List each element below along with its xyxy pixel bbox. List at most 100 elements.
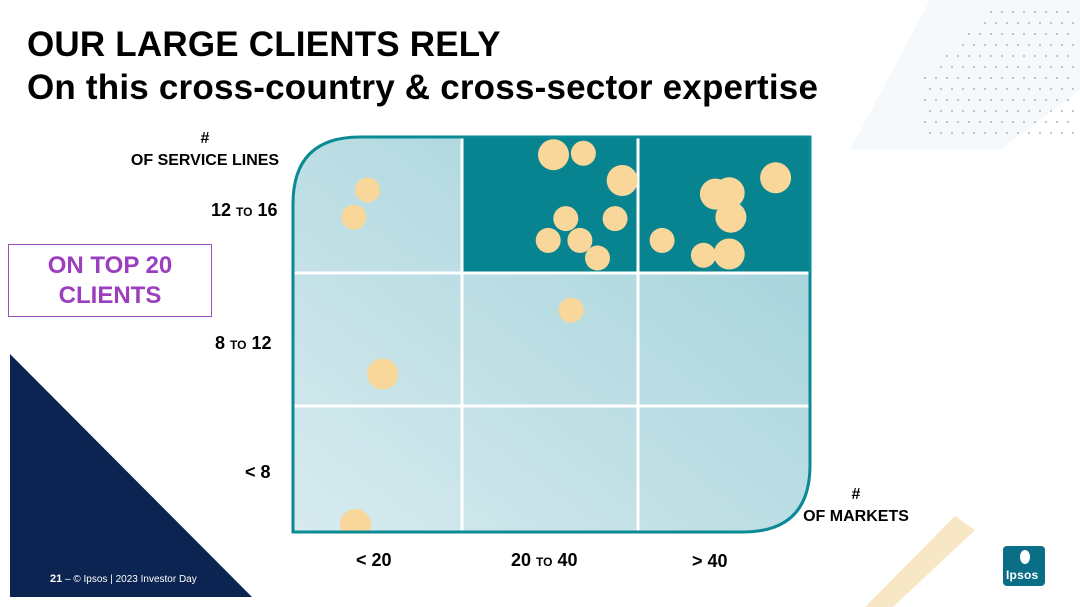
decor-dot	[1050, 88, 1052, 90]
decor-dot	[951, 132, 953, 134]
decor-dot	[946, 55, 948, 57]
decor-dot	[1023, 55, 1025, 57]
decor-dot	[957, 99, 959, 101]
x-axis-title-text: OF MARKETS	[803, 508, 909, 525]
decor-dot	[990, 99, 992, 101]
decor-dot	[1023, 11, 1025, 13]
decor-dot	[1012, 99, 1014, 101]
decor-dot	[957, 121, 959, 123]
decor-dot	[995, 132, 997, 134]
decor-dot	[1017, 110, 1019, 112]
decor-dot	[1045, 99, 1047, 101]
client-bubble-2	[340, 508, 371, 532]
decor-dot	[1061, 22, 1063, 24]
decor-dot	[1028, 110, 1030, 112]
footer: 21 – © Ipsos | 2023 Investor Day	[50, 573, 197, 585]
decor-dot	[935, 99, 937, 101]
decor-dot	[1034, 121, 1036, 123]
decor-dot	[951, 88, 953, 90]
decor-dot	[962, 132, 964, 134]
x-tick-label-mid: 20 TO 40	[511, 550, 578, 570]
decor-dot	[929, 132, 931, 134]
decor-dot	[1045, 33, 1047, 35]
decor-dot	[1072, 110, 1074, 112]
decor-dot	[1039, 22, 1041, 24]
client-bubble-16	[760, 162, 792, 194]
decor-dot	[1017, 88, 1019, 90]
decor-dot	[990, 55, 992, 57]
decor-dot	[1067, 121, 1069, 123]
decor-dot	[1017, 22, 1019, 24]
client-bubble-11	[585, 245, 610, 271]
y-tick-label-mid: 8 TO 12	[215, 333, 272, 353]
decor-dot	[1056, 11, 1058, 13]
decor-dot	[957, 77, 959, 79]
decor-dot	[962, 110, 964, 112]
client-bubble-5	[570, 140, 596, 166]
decor-dot	[1001, 55, 1003, 57]
decor-dot	[990, 33, 992, 35]
decor-dot	[984, 132, 986, 134]
client-bubble-15	[715, 201, 747, 233]
client-bubble-9	[535, 227, 561, 253]
decor-dot	[979, 121, 981, 123]
decor-dot	[990, 121, 992, 123]
decor-dot	[962, 88, 964, 90]
decor-dot	[962, 66, 964, 68]
decor-dot	[1056, 55, 1058, 57]
decor-dot	[1056, 99, 1058, 101]
highlighted-cells	[462, 137, 810, 273]
decor-dot	[1017, 132, 1019, 134]
decor-dot	[1028, 66, 1030, 68]
decor-dot	[1045, 55, 1047, 57]
decor-dot	[968, 55, 970, 57]
client-bubble-6	[606, 165, 638, 196]
decor-dot	[1061, 132, 1063, 134]
decor-dot	[1001, 99, 1003, 101]
decor-dot	[940, 132, 942, 134]
y-axis-title-hash: #	[200, 130, 210, 147]
decor-dot	[935, 77, 937, 79]
decor-dot	[1023, 99, 1025, 101]
top-right-light-shape	[850, 0, 1080, 150]
decor-dot	[1072, 44, 1074, 46]
decor-dot	[1072, 132, 1074, 134]
decor-dot	[951, 110, 953, 112]
footer-text: © Ipsos | 2023 Investor Day	[73, 574, 197, 585]
decor-dot	[1061, 66, 1063, 68]
navy-triangle	[10, 354, 252, 597]
decor-dot	[946, 77, 948, 79]
decor-dot	[1001, 77, 1003, 79]
client-bubble-4	[538, 139, 569, 171]
decor-dot	[957, 55, 959, 57]
decor-dot	[929, 88, 931, 90]
top-clients-callout: ON TOP 20 CLIENTS	[8, 244, 212, 317]
decor-dot	[1039, 66, 1041, 68]
decor-dot	[979, 77, 981, 79]
decor-dot	[1006, 66, 1008, 68]
decor-dot	[1006, 44, 1008, 46]
client-bubble-12	[558, 297, 584, 323]
decor-dot	[1001, 11, 1003, 13]
decor-dot	[1034, 11, 1036, 13]
decor-dot	[1067, 11, 1069, 13]
decor-dot	[1045, 11, 1047, 13]
decor-dot	[940, 88, 942, 90]
decor-dot	[924, 121, 926, 123]
decor-dot	[962, 44, 964, 46]
slide-subtitle: On this cross-country & cross-sector exp…	[27, 68, 819, 107]
decor-dot	[1006, 88, 1008, 90]
decor-dot	[973, 132, 975, 134]
decor-dot	[1006, 22, 1008, 24]
slide-title: OUR LARGE CLIENTS RELY	[27, 25, 501, 64]
decor-dot	[979, 33, 981, 35]
decor-dot	[1012, 77, 1014, 79]
decor-dot	[1067, 77, 1069, 79]
decor-dot	[995, 22, 997, 24]
grid-lines	[293, 137, 810, 532]
decor-dot	[940, 66, 942, 68]
y-tick-label-high: 12 TO 16	[211, 200, 278, 220]
logo-mark-icon	[1020, 550, 1030, 564]
decor-dot	[1023, 121, 1025, 123]
